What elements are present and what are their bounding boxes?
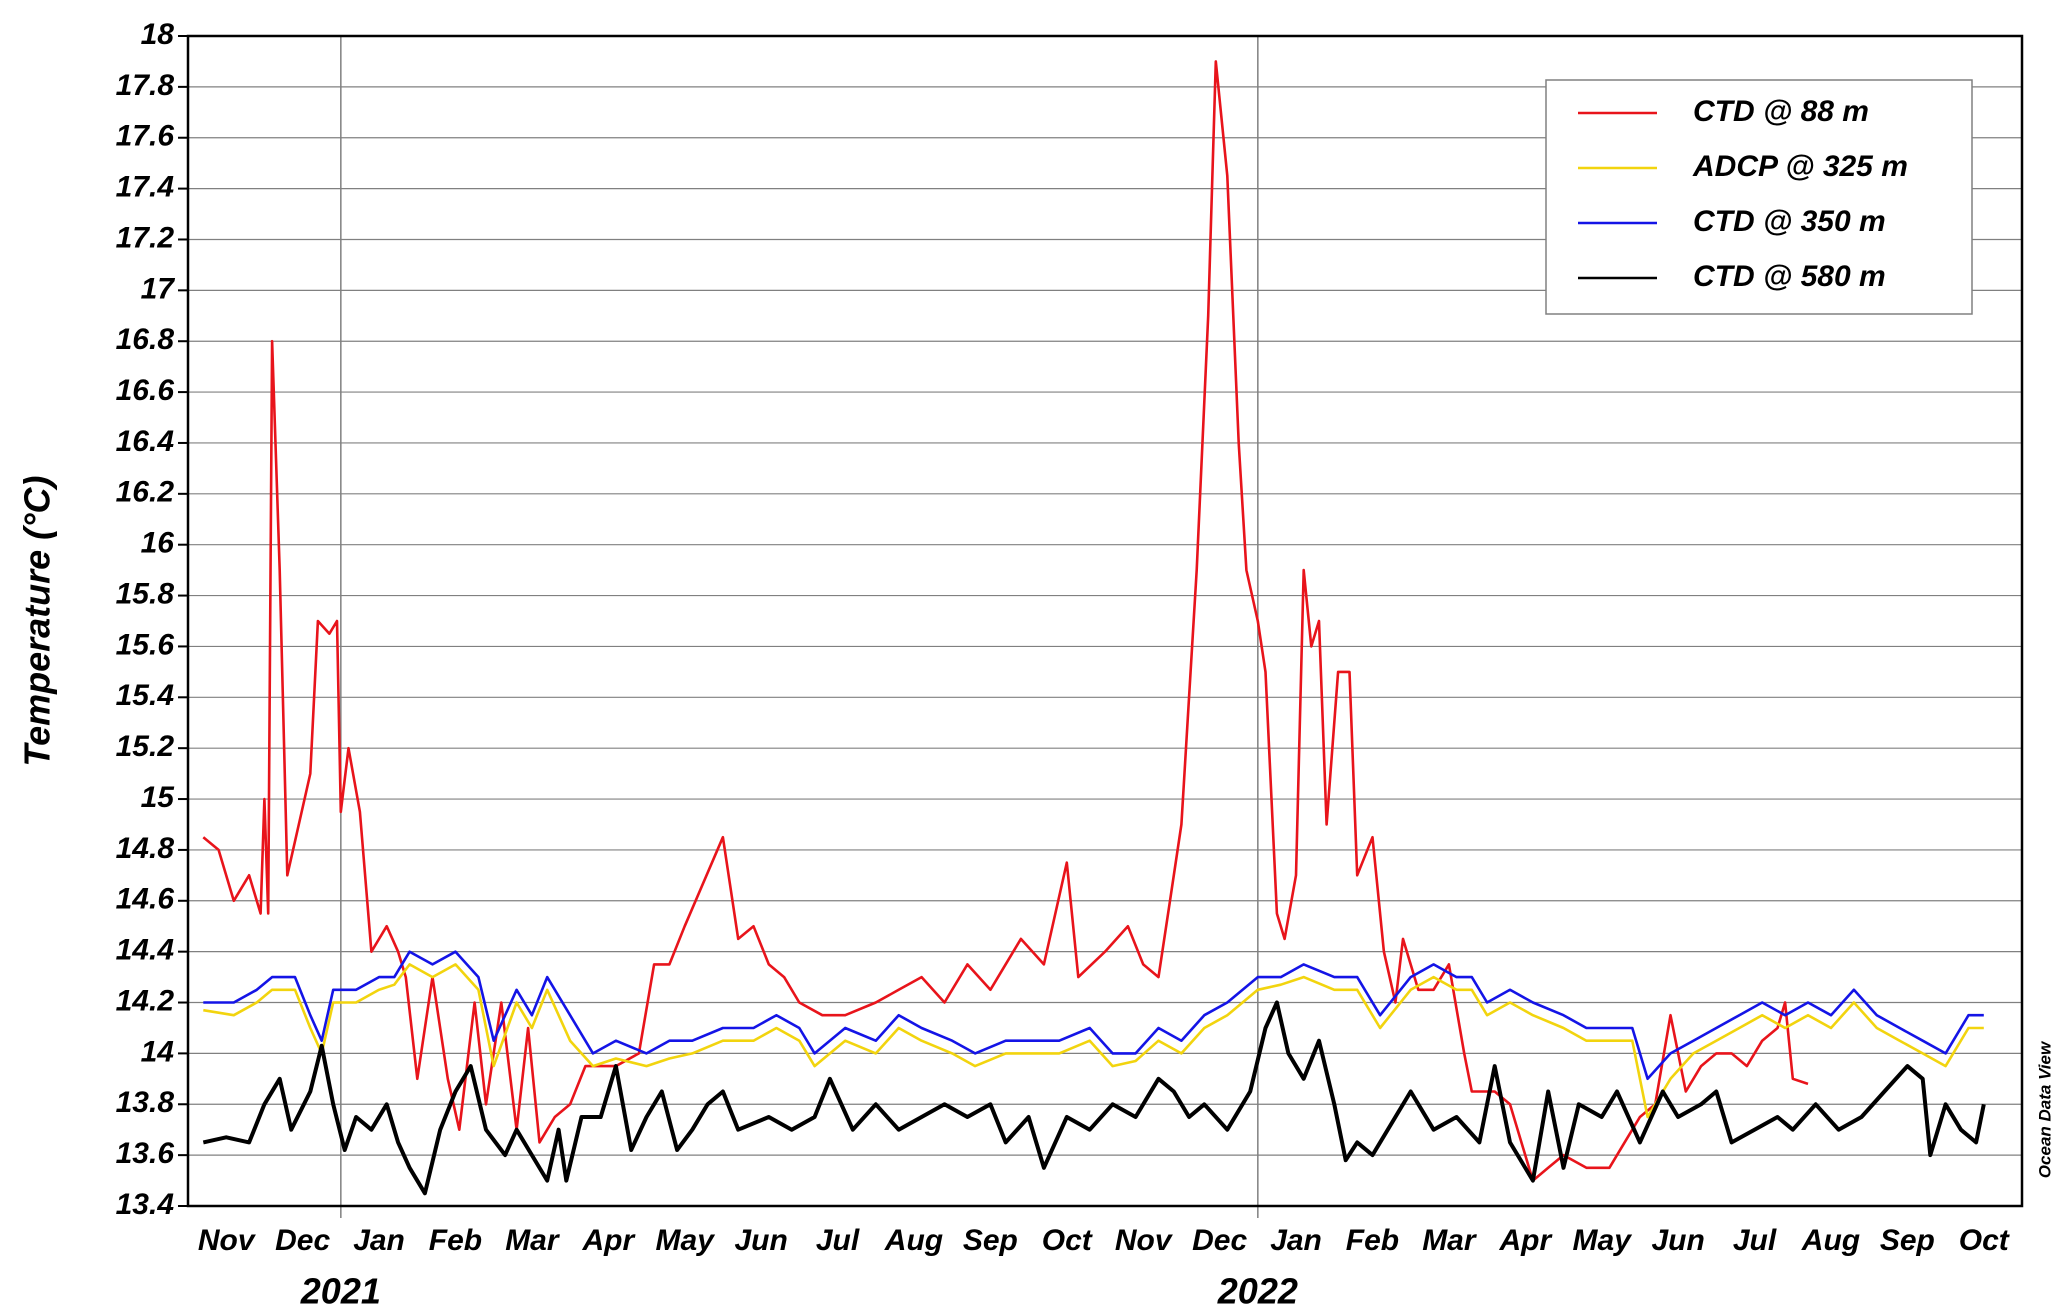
x-tick-label: Feb bbox=[1346, 1224, 1399, 1257]
y-tick-label: 16.8 bbox=[116, 323, 175, 356]
x-tick-label: Jan bbox=[1270, 1224, 1322, 1257]
y-tick-label: 16 bbox=[141, 527, 175, 560]
legend-label: ADCP @ 325 m bbox=[1692, 150, 1908, 183]
x-tick-label: Aug bbox=[884, 1224, 943, 1257]
y-tick-label: 17.6 bbox=[116, 120, 175, 153]
y-tick-label: 14.4 bbox=[116, 934, 175, 967]
data-line bbox=[202, 1000, 1986, 1196]
y-tick-label: 13.4 bbox=[116, 1188, 175, 1221]
y-tick-label: 17.2 bbox=[116, 221, 175, 254]
plot-frame bbox=[186, 34, 2024, 1208]
x-tick-label: Aug bbox=[1801, 1224, 1860, 1257]
y-tick-label: 14.8 bbox=[116, 832, 175, 865]
y-tick-label: 18 bbox=[141, 18, 175, 51]
x-tick-label: Sep bbox=[1880, 1224, 1935, 1257]
y-tick-label: 14.2 bbox=[116, 984, 175, 1017]
y-tick-label: 16.4 bbox=[116, 425, 175, 458]
watermark: Ocean Data View bbox=[2035, 1040, 2054, 1178]
y-tick-label: 15.2 bbox=[116, 730, 175, 763]
x-tick-label: May bbox=[656, 1224, 716, 1257]
y-tick-label: 17 bbox=[141, 272, 176, 305]
y-tick-label: 13.6 bbox=[116, 1137, 175, 1170]
y-tick-label: 15 bbox=[141, 781, 176, 814]
x-tick-label: Jan bbox=[353, 1224, 405, 1257]
y-tick-label: 14 bbox=[141, 1035, 175, 1068]
y-tick-label: 14.6 bbox=[116, 883, 175, 916]
legend-label: CTD @ 580 m bbox=[1693, 260, 1886, 293]
x-tick-label: Dec bbox=[1192, 1224, 1247, 1257]
y-tick-label: 16.2 bbox=[116, 476, 175, 509]
data-line bbox=[203, 963, 1984, 1119]
y-tick-label: 17.8 bbox=[116, 69, 175, 102]
y-tick-label: 15.4 bbox=[116, 679, 175, 712]
y-axis-title: Temperature (°C) bbox=[17, 475, 58, 766]
x-tick-label: Sep bbox=[963, 1224, 1018, 1257]
x-tick-label: Jun bbox=[734, 1224, 787, 1257]
y-tick-label: 15.8 bbox=[116, 577, 175, 610]
x-tick-label: Nov bbox=[198, 1224, 257, 1257]
legend-box bbox=[1545, 79, 1973, 315]
x-tick-label: Oct bbox=[1042, 1224, 1094, 1257]
x-tick-label: Nov bbox=[1115, 1224, 1174, 1257]
x-tick-label: Apr bbox=[1498, 1224, 1553, 1257]
x-tick-label: Dec bbox=[275, 1224, 330, 1257]
data-line bbox=[203, 950, 1984, 1081]
x-tick-label: Feb bbox=[429, 1224, 482, 1257]
x-tick-label: Mar bbox=[1422, 1224, 1478, 1257]
x-tick-label: Oct bbox=[1959, 1224, 2011, 1257]
x-tick-label: May bbox=[1573, 1224, 1633, 1257]
x-tick-label: Jul bbox=[816, 1224, 860, 1257]
year-label: 2022 bbox=[1217, 1271, 1298, 1312]
y-tick-label: 13.8 bbox=[116, 1086, 175, 1119]
y-tick-label: 15.6 bbox=[116, 628, 175, 661]
x-tick-label: Apr bbox=[581, 1224, 636, 1257]
legend-label: CTD @ 350 m bbox=[1693, 205, 1886, 238]
legend-label: CTD @ 88 m bbox=[1693, 95, 1869, 128]
x-tick-label: Jun bbox=[1651, 1224, 1704, 1257]
data-line bbox=[202, 60, 1809, 1182]
y-tick-label: 17.4 bbox=[116, 171, 175, 204]
x-tick-label: Jul bbox=[1733, 1224, 1777, 1257]
y-tick-label: 16.6 bbox=[116, 374, 175, 407]
x-tick-label: Mar bbox=[505, 1224, 561, 1257]
year-label: 2021 bbox=[300, 1271, 381, 1312]
